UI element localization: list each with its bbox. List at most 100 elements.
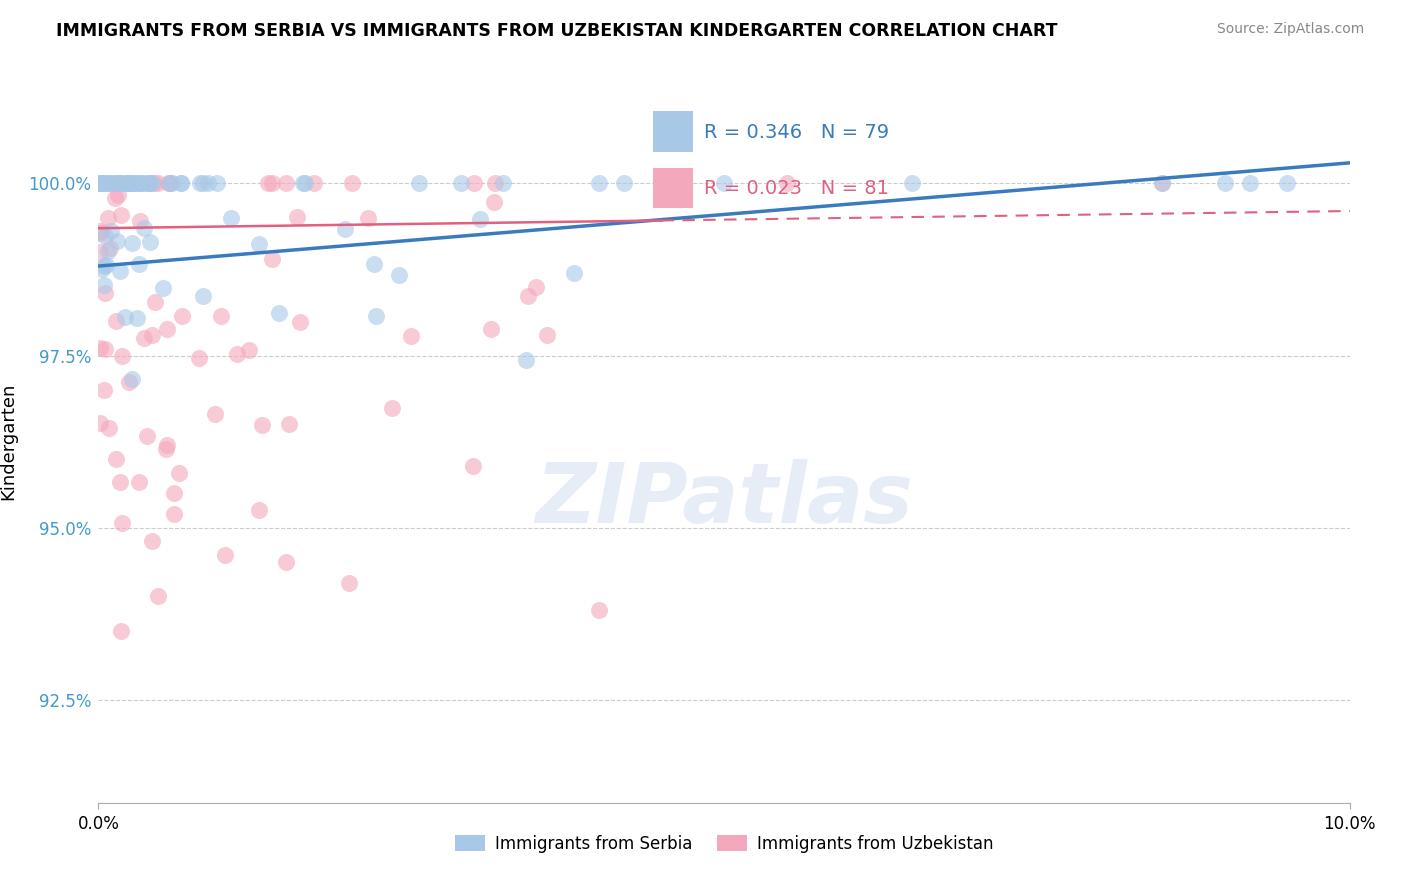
Point bbox=[274, 555, 297, 569]
Point bbox=[94, 177, 117, 191]
Point bbox=[98, 241, 121, 255]
Point bbox=[94, 286, 117, 301]
Point bbox=[262, 252, 284, 266]
Text: ZIPatlas: ZIPatlas bbox=[536, 458, 912, 540]
Point bbox=[260, 177, 283, 191]
Point bbox=[89, 224, 111, 238]
Point bbox=[118, 376, 141, 390]
Legend: Immigrants from Serbia, Immigrants from Uzbekistan: Immigrants from Serbia, Immigrants from … bbox=[449, 828, 1000, 860]
Point bbox=[94, 177, 117, 191]
Point bbox=[122, 177, 145, 191]
Point bbox=[127, 177, 149, 191]
Point bbox=[333, 222, 356, 236]
Point bbox=[516, 288, 538, 302]
Point bbox=[366, 309, 388, 323]
Point bbox=[128, 177, 150, 191]
Point bbox=[107, 177, 129, 191]
Point bbox=[209, 310, 232, 324]
Point bbox=[1150, 177, 1173, 191]
Point bbox=[122, 177, 145, 191]
Point bbox=[221, 211, 243, 226]
Point bbox=[156, 321, 179, 335]
Point bbox=[188, 177, 211, 191]
Point bbox=[269, 306, 291, 320]
Point bbox=[121, 236, 143, 251]
Point bbox=[100, 224, 122, 238]
Point bbox=[294, 177, 316, 191]
Point bbox=[463, 177, 485, 191]
Point bbox=[191, 289, 214, 303]
Point bbox=[167, 466, 190, 480]
Point bbox=[1150, 177, 1173, 191]
Point bbox=[90, 177, 112, 191]
Point bbox=[247, 236, 270, 251]
Point bbox=[588, 177, 610, 191]
Point bbox=[90, 177, 112, 191]
Point bbox=[214, 548, 236, 562]
Point bbox=[93, 383, 115, 397]
Point bbox=[94, 259, 117, 273]
Point bbox=[450, 177, 472, 191]
Point bbox=[98, 421, 121, 435]
Point bbox=[143, 177, 166, 191]
Point bbox=[157, 177, 180, 191]
Point bbox=[204, 407, 226, 421]
Point bbox=[482, 194, 505, 209]
Point bbox=[97, 211, 120, 225]
Point bbox=[274, 177, 298, 191]
Point bbox=[291, 177, 314, 191]
Point bbox=[93, 229, 115, 244]
Point bbox=[135, 428, 157, 442]
Point bbox=[104, 191, 127, 205]
Point bbox=[159, 177, 181, 191]
Point bbox=[155, 442, 177, 456]
Point bbox=[484, 177, 506, 191]
Point bbox=[89, 341, 111, 355]
Point bbox=[117, 177, 139, 191]
Point bbox=[105, 177, 128, 191]
Point bbox=[90, 177, 112, 191]
Point bbox=[98, 177, 121, 191]
Point bbox=[363, 257, 385, 271]
Point bbox=[250, 418, 273, 433]
Point bbox=[108, 264, 131, 278]
Point bbox=[134, 330, 156, 344]
Point bbox=[156, 438, 179, 452]
Point bbox=[381, 401, 404, 416]
Point bbox=[139, 235, 162, 249]
Point bbox=[128, 257, 150, 271]
Point bbox=[536, 327, 558, 342]
Point bbox=[170, 177, 193, 191]
Point bbox=[90, 177, 112, 191]
Point bbox=[139, 177, 162, 191]
Point bbox=[191, 177, 214, 191]
Point bbox=[134, 221, 156, 235]
Point bbox=[776, 177, 799, 191]
Point bbox=[129, 214, 152, 228]
Point bbox=[89, 416, 111, 430]
Point bbox=[247, 502, 270, 516]
Point bbox=[108, 475, 131, 489]
Point bbox=[131, 177, 153, 191]
Point bbox=[302, 177, 325, 191]
Point bbox=[118, 177, 141, 191]
Point bbox=[93, 342, 115, 356]
Point bbox=[388, 268, 411, 282]
Point bbox=[107, 177, 129, 191]
Point bbox=[91, 261, 114, 276]
Point bbox=[160, 177, 183, 191]
Point bbox=[562, 266, 585, 280]
Point bbox=[110, 208, 132, 222]
Point bbox=[146, 590, 169, 604]
Point bbox=[114, 310, 136, 324]
Point bbox=[107, 187, 129, 202]
Point bbox=[401, 328, 423, 343]
Point bbox=[131, 177, 153, 191]
Point bbox=[207, 177, 229, 191]
Point bbox=[98, 177, 121, 191]
Point bbox=[526, 279, 548, 293]
Point bbox=[157, 177, 180, 191]
Point bbox=[115, 177, 138, 191]
Point bbox=[1213, 177, 1236, 191]
Point bbox=[152, 281, 174, 295]
